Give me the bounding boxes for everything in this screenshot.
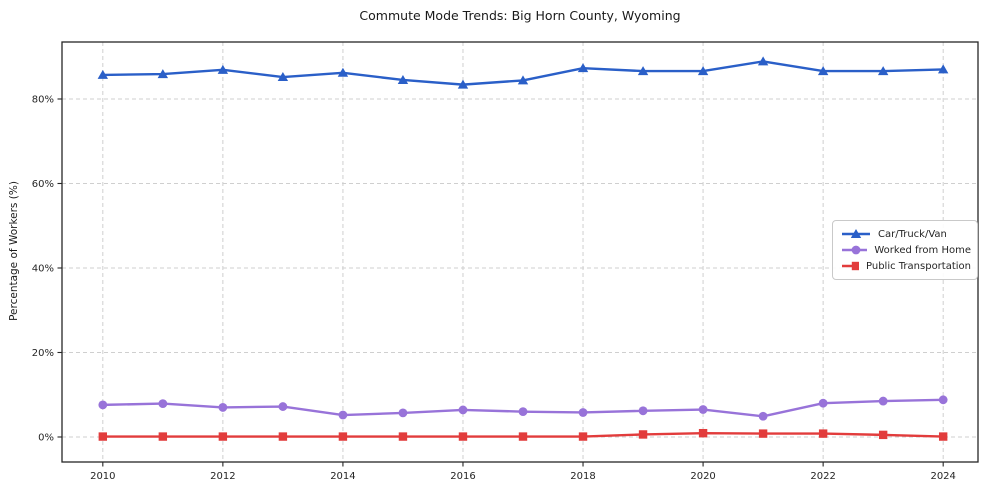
legend-item: Worked from Home [841,242,971,258]
data-point-square [158,432,168,441]
x-tick-label: 2016 [450,471,475,482]
data-point-triangle [337,67,349,77]
data-point-circle [158,399,168,409]
circle-legend-marker-icon [842,245,868,255]
x-tick-label: 2018 [570,471,595,482]
data-point-square [218,432,228,441]
data-point-triangle [517,75,529,85]
data-point-circle [938,395,948,405]
data-point-circle [338,410,348,420]
triangle-legend-marker-icon [842,229,870,238]
data-point-square [938,432,948,441]
data-point-circle [818,398,828,408]
data-point-triangle [277,72,289,82]
y-tick-label: 60% [32,179,54,190]
legend-label: Public Transportation [866,260,971,272]
data-point-circle [851,245,861,255]
legend-label: Car/Truck/Van [878,228,947,240]
data-point-square [278,432,288,441]
data-point-circle [758,411,768,421]
data-point-triangle [937,64,949,74]
x-tick-label: 2012 [210,471,235,482]
data-point-circle [218,403,228,412]
data-point-square [578,432,588,441]
data-point-square [338,432,348,441]
legend-item: Public Transportation [841,258,971,274]
chart-title: Commute Mode Trends: Big Horn County, Wy… [359,8,681,23]
y-tick-label: 80% [32,95,54,106]
data-point-square [878,430,888,440]
data-point-circle [578,408,588,417]
data-point-circle [398,408,408,418]
data-point-square [758,429,768,438]
legend: Car/Truck/Van Worked from Home Public Tran… [832,220,978,280]
data-point-square [98,432,108,441]
y-axis-label: Percentage of Workers (%) [8,181,20,321]
data-point-square [851,261,860,271]
data-point-triangle [697,66,709,76]
data-point-square [638,430,648,439]
data-point-triangle [817,66,829,76]
y-tick-label: 0% [38,433,54,444]
data-point-triangle [457,79,469,89]
data-point-triangle [637,66,649,76]
data-point-circle [638,406,648,416]
data-point-circle [458,405,468,415]
data-point-triangle [217,64,229,74]
data-point-triangle [877,66,889,76]
data-point-square [518,432,528,441]
legend-item: Car/Truck/Van [841,226,971,242]
data-point-circle [878,396,888,406]
data-point-triangle [97,69,109,79]
data-point-square [458,432,468,441]
data-point-square [398,432,408,441]
x-tick-label: 2014 [330,471,355,482]
data-point-circle [278,402,288,411]
x-tick-label: 2010 [90,471,115,482]
data-point-circle [518,407,528,417]
data-point-triangle [157,69,169,79]
data-point-triangle [577,63,589,73]
x-tick-label: 2024 [930,471,955,482]
data-point-triangle [850,229,862,238]
data-point-circle [98,400,108,410]
data-point-square [698,428,708,438]
y-tick-label: 40% [32,264,54,275]
data-point-square [818,429,828,438]
square-legend-marker-icon [842,261,860,271]
data-point-triangle [397,74,409,84]
data-point-triangle [757,56,769,66]
plot-border [61,41,979,463]
x-tick-label: 2020 [690,471,715,482]
y-tick-label: 20% [32,348,54,359]
data-point-circle [698,405,708,414]
legend-label: Worked from Home [874,244,971,256]
x-tick-label: 2022 [810,471,835,482]
